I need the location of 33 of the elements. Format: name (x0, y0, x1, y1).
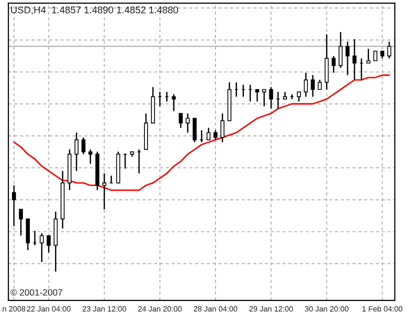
candlestick (26, 218, 30, 251)
candlestick (88, 148, 92, 164)
candlestick (262, 88, 266, 107)
candlestick (214, 130, 218, 140)
candlestick (304, 72, 308, 98)
candlestick (81, 136, 86, 155)
candlestick (310, 74, 315, 98)
candlestick (332, 55, 336, 74)
candlestick (352, 38, 356, 81)
candlestick (220, 112, 224, 143)
candlestick (186, 112, 190, 134)
candlestick (206, 127, 211, 140)
candlestick (318, 79, 322, 90)
candlestick (18, 208, 23, 236)
candlestick (346, 40, 350, 76)
candlestick (12, 184, 16, 227)
candlestick (178, 112, 183, 128)
candlestick (387, 40, 392, 59)
text: © 2001-2007 (10, 289, 62, 296)
candlestick (255, 88, 260, 102)
candlestick (172, 94, 176, 112)
candlestick (269, 86, 274, 110)
candlestick (338, 31, 343, 69)
chart-title: USD,H4 1.4857 1.4890 1.4852 1.4880 (11, 6, 178, 14)
candlestick (40, 232, 44, 263)
candlestick (192, 118, 197, 143)
candlestick (324, 34, 329, 90)
candlestick (46, 235, 51, 254)
candlestick (366, 48, 370, 64)
candlestick (373, 50, 378, 62)
candlestick (102, 172, 106, 210)
candlestick (296, 91, 301, 102)
candlestick (74, 132, 78, 172)
